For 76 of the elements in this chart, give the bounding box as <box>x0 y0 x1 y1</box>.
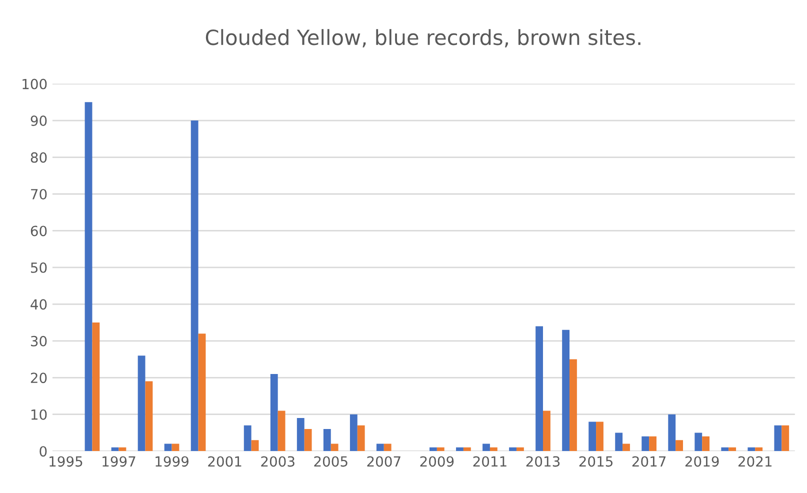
y-tick-label: 90 <box>30 116 47 126</box>
bar <box>694 432 702 452</box>
x-tick-label: 2017 <box>632 456 666 467</box>
bar <box>622 444 630 452</box>
bar <box>516 447 524 452</box>
x-tick-label: 2021 <box>738 456 772 467</box>
bar <box>728 447 736 452</box>
bar <box>244 425 252 452</box>
y-tick-label: 100 <box>22 78 47 90</box>
bar <box>748 447 756 452</box>
bar <box>490 447 498 452</box>
bar <box>562 330 570 452</box>
bar <box>482 444 490 452</box>
bar <box>198 334 206 452</box>
x-tick-label: 2011 <box>473 456 506 467</box>
bar <box>270 374 278 452</box>
bar <box>330 444 338 452</box>
x-tick-label: 2019 <box>685 456 719 467</box>
bar <box>649 436 656 452</box>
y-tick-label: 80 <box>30 152 47 163</box>
bar <box>296 418 304 452</box>
y-tick-label: 50 <box>30 262 47 273</box>
x-tick-label: 2013 <box>526 456 560 467</box>
x-tick-label: 1995 <box>50 456 82 467</box>
bar <box>92 322 100 452</box>
x-tick-label: 2005 <box>314 456 348 467</box>
x-tick-label: 2015 <box>579 456 612 467</box>
y-tick-label: 40 <box>30 299 47 310</box>
x-tick-label: 2007 <box>367 456 400 467</box>
bar <box>668 414 676 452</box>
bar <box>304 429 312 452</box>
bar <box>118 447 126 452</box>
x-tick-label: 1999 <box>156 456 188 467</box>
x-tick-label: 2001 <box>208 456 242 467</box>
y-tick-label: 10 <box>31 409 47 420</box>
bar <box>111 447 119 452</box>
bar <box>570 359 577 452</box>
y-tick-label: 30 <box>30 336 47 346</box>
bar <box>782 425 790 452</box>
bar <box>84 102 92 452</box>
y-tick-label: 60 <box>30 226 47 236</box>
bar <box>164 444 172 452</box>
bar <box>278 410 286 452</box>
bar <box>596 422 604 452</box>
bar <box>323 429 331 452</box>
bar <box>536 326 543 452</box>
bar <box>774 425 782 452</box>
bar <box>251 440 259 452</box>
bar <box>463 447 471 452</box>
bar <box>357 425 365 452</box>
bar <box>145 381 153 452</box>
bar <box>721 447 729 452</box>
bar <box>456 447 464 452</box>
bar <box>676 440 683 452</box>
x-tick-label: 1997 <box>102 456 136 467</box>
bar <box>436 447 444 452</box>
bar <box>755 447 763 452</box>
bar <box>615 432 623 452</box>
x-tick-label: 2009 <box>420 456 454 467</box>
bar <box>509 447 516 452</box>
y-tick-label: 20 <box>30 372 47 384</box>
bar <box>588 422 596 452</box>
bar <box>384 444 392 452</box>
bar <box>430 447 437 452</box>
chart-title: Clouded Yellow, blue records, brown sites. <box>206 29 640 48</box>
bar <box>702 436 710 452</box>
bar <box>542 410 550 452</box>
y-tick-label: 0 <box>40 446 47 457</box>
bar <box>138 356 146 452</box>
bar <box>350 414 358 452</box>
x-tick-label: 2003 <box>261 456 294 467</box>
y-tick-label: 70 <box>31 188 47 200</box>
bar <box>190 120 198 452</box>
bar <box>172 444 180 452</box>
bar <box>376 444 384 452</box>
bar <box>642 436 650 452</box>
